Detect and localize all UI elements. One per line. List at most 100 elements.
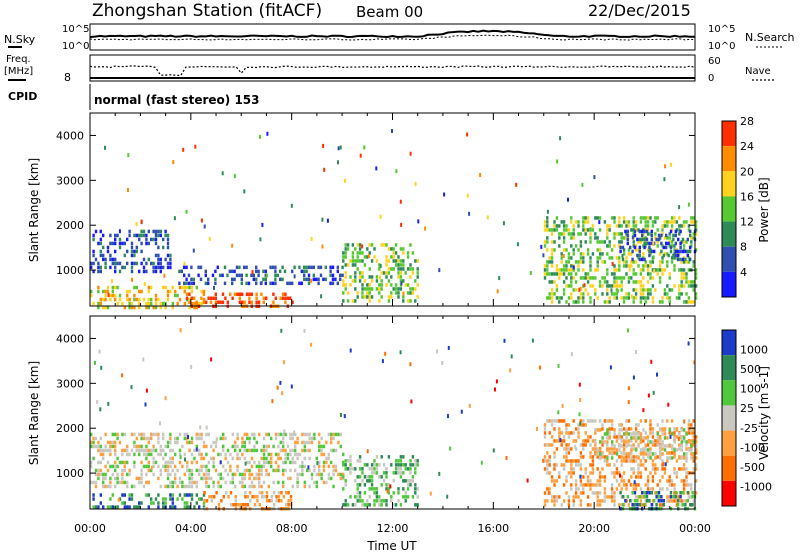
echo-cell [625,256,628,260]
echo-cell [411,267,415,271]
echo-cell [603,432,607,436]
echo-cell [243,484,246,489]
echo-cell [111,505,114,509]
echo-cell [159,421,161,426]
echo-cell [687,280,691,284]
echo-cell [255,269,258,274]
echo-cell [221,273,224,278]
echo-cell [636,237,639,242]
echo-cell [570,256,573,260]
echo-cell [104,257,107,262]
echo-cell [579,232,583,236]
echo-cell [692,232,695,236]
echo-cell [536,427,538,431]
echo-cell [186,501,189,505]
echo-cell [680,280,683,284]
echo-cell [245,281,248,286]
echo-cell [656,240,659,244]
echo-cell [639,280,643,284]
echo-cell [159,472,162,477]
echo-cell [570,264,573,268]
echo-cell [90,464,93,469]
echo-cell [130,253,134,258]
echo-cell [649,288,652,292]
echo-cell [339,413,342,417]
echo-cell [286,296,289,300]
echo-cell [390,247,393,251]
echo-cell [598,228,602,232]
echo-cell [629,499,632,503]
echo-cell [656,455,659,459]
echo-cell [694,491,698,495]
echo-cell [663,236,667,240]
nave-tick-high: 60 [708,56,721,67]
echo-cell [630,427,633,431]
echo-cell [664,164,666,169]
echo-cell [248,460,251,465]
echo-cell [591,455,595,459]
echo-cell [680,479,683,483]
echo-cell [267,472,270,477]
echo-cell [265,495,269,499]
echo-cell [202,289,206,294]
echo-cell [190,440,194,445]
echo-cell [226,460,230,465]
echo-cell [565,224,568,228]
echo-cell [354,495,357,499]
echo-cell [289,476,292,481]
echo-cell [378,495,381,499]
echo-cell [548,463,551,467]
echo-cell [406,283,410,287]
echo-cell [565,491,568,495]
echo-cell [169,289,172,294]
echo-cell [215,491,218,495]
echo-cell [630,452,633,456]
echo-cell [339,472,342,477]
echo-cell [622,216,626,220]
echo-cell [690,495,693,499]
echo-cell [593,175,596,180]
echo-cell [282,432,285,437]
echo-cell [601,427,604,431]
echo-cell [644,436,647,440]
echo-cell [368,299,371,303]
echo-cell [204,273,207,278]
echo-cell [565,228,568,232]
echo-cell [214,292,217,296]
echo-cell [138,476,141,481]
echo-cell [121,301,124,306]
echo-cell [289,495,293,499]
echo-cell [202,493,206,497]
echo-cell [106,468,110,473]
echo-cell [162,285,165,290]
echo-cell [236,436,239,441]
echo-cell [646,475,650,479]
echo-cell [447,345,450,350]
echo-cell [577,423,580,427]
echo-cell [318,440,321,445]
echo-cell [133,261,136,266]
echo-cell [135,436,138,441]
echo-cell [243,444,246,449]
echo-cell [147,229,150,234]
echo-cell [138,233,141,238]
echo-cell [645,229,649,234]
echo-cell [560,256,563,260]
echo-cell [613,272,616,276]
echo-cell [397,275,400,279]
echo-cell [646,272,650,276]
echo-cell [599,452,602,456]
echo-cell [166,233,170,238]
echo-cell [116,476,119,481]
echo-cell [236,432,239,437]
echo-cell [322,460,326,465]
echo-cell [334,468,338,473]
echo-cell [140,249,143,254]
echo-cell [666,284,669,288]
echo-cell [303,328,306,333]
echo-cell [646,487,650,491]
echo-cell [336,265,339,270]
echo-cell [694,284,698,288]
echo-cell [296,436,299,441]
echo-cell [241,452,244,457]
